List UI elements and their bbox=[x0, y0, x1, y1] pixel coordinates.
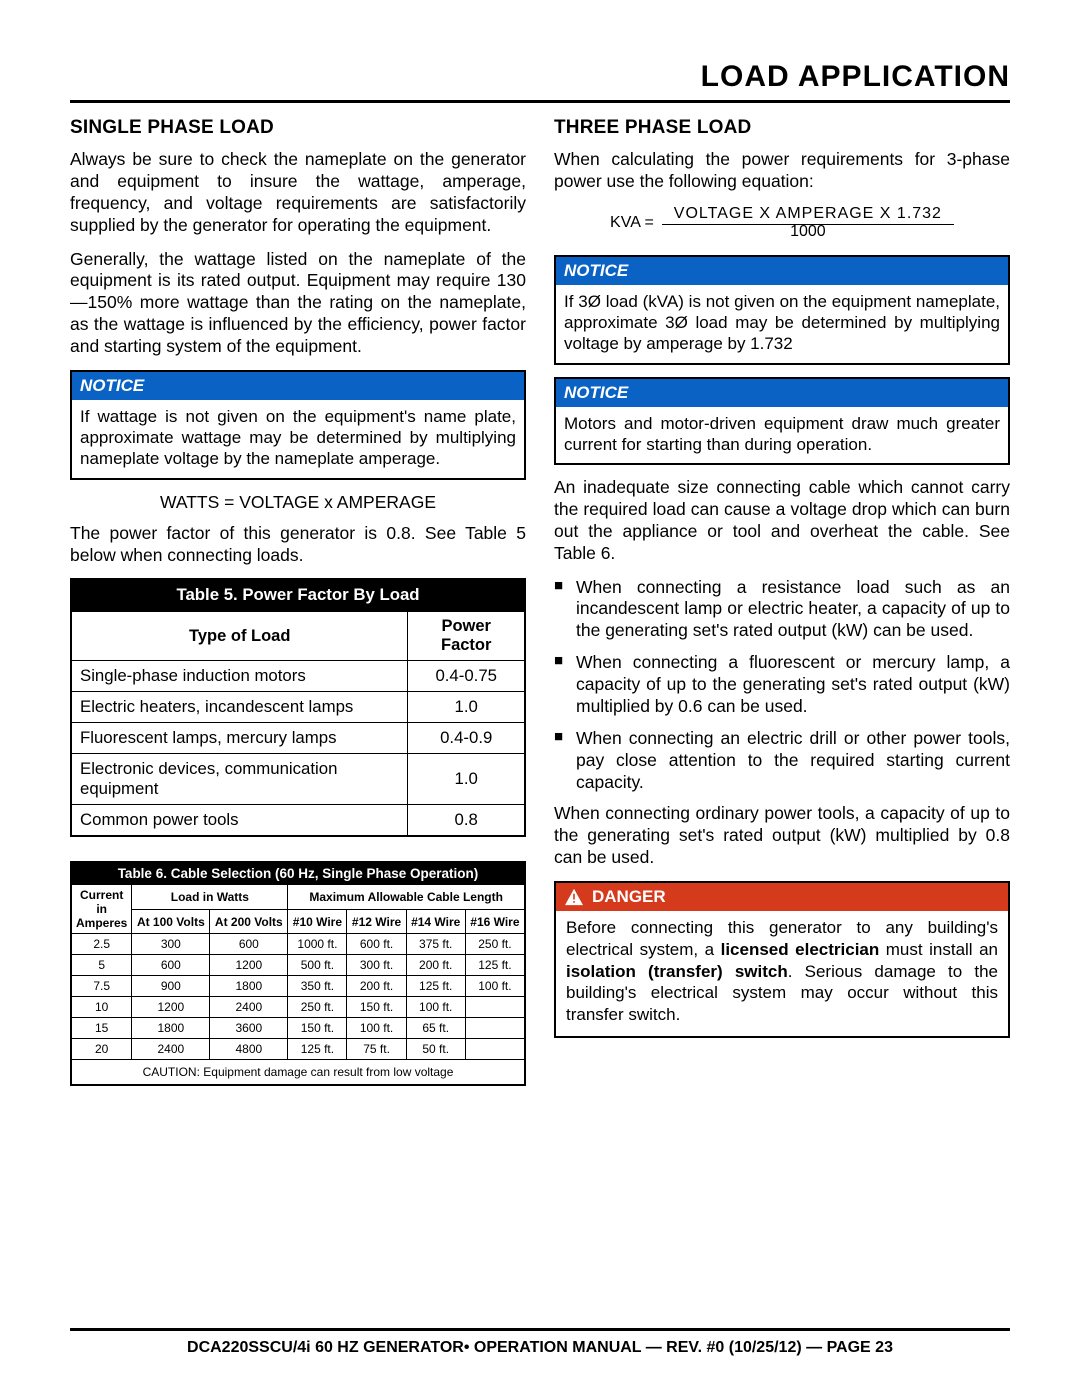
connection-bullets: When connecting a resistance load such a… bbox=[554, 577, 1010, 794]
notice-box-3phase: NOTICE If 3Ø load (kVA) is not given on … bbox=[554, 255, 1010, 365]
notice-body: Motors and motor-driven equipment draw m… bbox=[556, 407, 1008, 464]
table-row: 5 600 1200 500 ft. 300 ft. 200 ft. 125 f… bbox=[71, 955, 525, 976]
single-phase-p2: Generally, the wattage listed on the nam… bbox=[70, 249, 526, 358]
three-phase-p3: When connecting ordinary power tools, a … bbox=[554, 803, 1010, 869]
warning-icon bbox=[564, 888, 584, 906]
table-row: Electric heaters, incandescent lamps1.0 bbox=[71, 692, 525, 723]
list-item: When connecting an electric drill or oth… bbox=[554, 728, 1010, 794]
list-item: When connecting a fluorescent or mercury… bbox=[554, 652, 1010, 718]
t6-h-maxlen: Maximum Allowable Cable Length bbox=[288, 885, 525, 910]
table-row: 7.5 900 1800 350 ft. 200 ft. 125 ft. 100… bbox=[71, 976, 525, 997]
list-item: When connecting a resistance load such a… bbox=[554, 577, 1010, 643]
t5-col-pf: Power Factor bbox=[408, 611, 525, 661]
t6-h-100v: At 100 Volts bbox=[132, 909, 210, 934]
table-5-title: Table 5. Power Factor By Load bbox=[71, 579, 525, 611]
notice-label: NOTICE bbox=[556, 257, 1008, 285]
t6-caution-row: CAUTION: Equipment damage can result fro… bbox=[71, 1060, 525, 1086]
table-row: Common power tools0.8 bbox=[71, 805, 525, 837]
single-phase-p3: The power factor of this generator is 0.… bbox=[70, 523, 526, 567]
table-row: 2.5 300 600 1000 ft. 600 ft. 375 ft. 250… bbox=[71, 934, 525, 955]
kva-formula: KVA = VOLTAGE X AMPERAGE X 1.732 1000 bbox=[554, 205, 1010, 241]
notice-label: NOTICE bbox=[556, 379, 1008, 407]
page-title: LOAD APPLICATION bbox=[70, 60, 1010, 103]
table-5-power-factor: Table 5. Power Factor By Load Type of Lo… bbox=[70, 578, 526, 837]
kva-denominator: 1000 bbox=[790, 221, 826, 240]
right-column: THREE PHASE LOAD When calculating the po… bbox=[554, 117, 1010, 1086]
t5-col-load: Type of Load bbox=[71, 611, 408, 661]
watts-formula: WATTS = VOLTAGE x AMPERAGE bbox=[70, 492, 526, 513]
t6-h-w12: #12 Wire bbox=[347, 909, 406, 934]
notice-body: If 3Ø load (kVA) is not given on the equ… bbox=[556, 285, 1008, 363]
two-column-layout: SINGLE PHASE LOAD Always be sure to chec… bbox=[70, 117, 1010, 1086]
t6-h-w10: #10 Wire bbox=[288, 909, 347, 934]
table-row: 20 2400 4800 125 ft. 75 ft. 50 ft. bbox=[71, 1039, 525, 1060]
single-phase-p1: Always be sure to check the nameplate on… bbox=[70, 149, 526, 237]
t6-h-200v: At 200 Volts bbox=[210, 909, 288, 934]
table-row: 15 1800 3600 150 ft. 100 ft. 65 ft. bbox=[71, 1018, 525, 1039]
t6-h-current: Current in Amperes bbox=[71, 885, 132, 934]
single-phase-heading: SINGLE PHASE LOAD bbox=[70, 117, 526, 139]
notice-label: NOTICE bbox=[72, 372, 524, 400]
notice-body: If wattage is not given on the equipment… bbox=[72, 400, 524, 478]
t6-h-load: Load in Watts bbox=[132, 885, 288, 910]
three-phase-p1: When calculating the power requirements … bbox=[554, 149, 1010, 193]
t6-h-w16: #16 Wire bbox=[465, 909, 525, 934]
danger-label: DANGER bbox=[592, 887, 666, 907]
notice-box-motors: NOTICE Motors and motor-driven equipment… bbox=[554, 377, 1010, 466]
table-row: 10 1200 2400 250 ft. 150 ft. 100 ft. bbox=[71, 997, 525, 1018]
page-footer: DCA220SSCU/4i 60 HZ GENERATOR• OPERATION… bbox=[70, 1328, 1010, 1357]
t6-h-w14: #14 Wire bbox=[406, 909, 465, 934]
table-6-cable-selection: Table 6. Cable Selection (60 Hz, Single … bbox=[70, 861, 526, 1086]
danger-body: Before connecting this generator to any … bbox=[556, 911, 1008, 1036]
three-phase-heading: THREE PHASE LOAD bbox=[554, 117, 1010, 139]
danger-box: DANGER Before connecting this generator … bbox=[554, 881, 1010, 1038]
kva-label: KVA = bbox=[610, 214, 654, 232]
notice-box-wattage: NOTICE If wattage is not given on the eq… bbox=[70, 370, 526, 480]
kva-fraction: VOLTAGE X AMPERAGE X 1.732 1000 bbox=[662, 205, 954, 241]
table-6-title: Table 6. Cable Selection (60 Hz, Single … bbox=[71, 862, 525, 885]
left-column: SINGLE PHASE LOAD Always be sure to chec… bbox=[70, 117, 526, 1086]
t6-caution: CAUTION: Equipment damage can result fro… bbox=[71, 1060, 525, 1086]
three-phase-p2: An inadequate size connecting cable whic… bbox=[554, 477, 1010, 565]
table-row: Single-phase induction motors0.4-0.75 bbox=[71, 661, 525, 692]
danger-header: DANGER bbox=[556, 883, 1008, 911]
table-row: Electronic devices, communication equipm… bbox=[71, 754, 525, 805]
table-row: Fluorescent lamps, mercury lamps0.4-0.9 bbox=[71, 723, 525, 754]
